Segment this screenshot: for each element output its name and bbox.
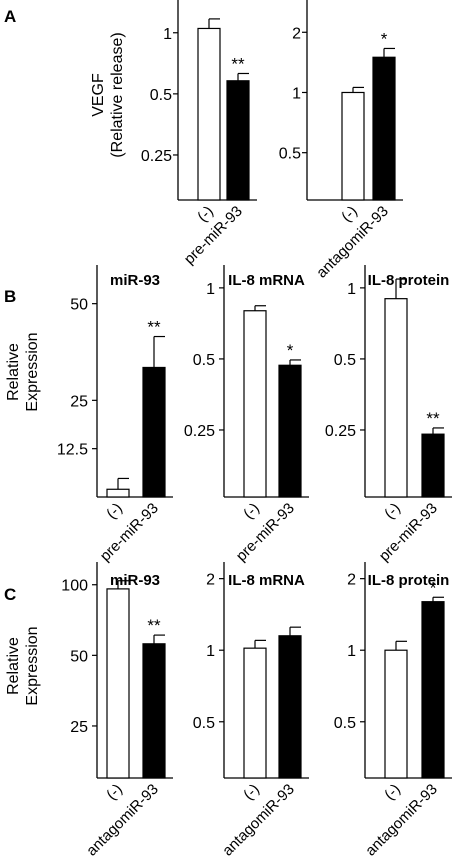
chart-b5-bar-2 — [421, 433, 445, 498]
chart-a2-x-label-1: (-) — [338, 203, 361, 226]
chart-b4-x-label-1: (-) — [240, 500, 263, 523]
chart-b5-x-label-1: (-) — [381, 500, 404, 523]
chart-a2-y-tick-label: 2 — [292, 25, 301, 42]
chart-a2-bar-1 — [341, 91, 365, 201]
chart-c6-y-tick-label: 25 — [70, 719, 88, 736]
chart-b3-y-tick-label: 25 — [70, 393, 88, 410]
chart-b4-significance-2: * — [287, 341, 294, 360]
chart-c7-bar-1 — [243, 647, 267, 779]
chart-b3-y-tick-label: 50 — [70, 297, 88, 314]
chart-c8-y-tick-label: 1 — [347, 643, 356, 660]
chart-b5-title: IL-8 protein — [368, 272, 450, 289]
panel-label-b: B — [4, 287, 16, 306]
chart-c6-y-tick-label: 50 — [70, 648, 88, 665]
chart-c8-bar-2 — [421, 601, 445, 779]
chart-c7-y-tick-label: 1 — [206, 643, 215, 660]
chart-b5-significance-2: ** — [426, 409, 440, 428]
chart-c7-y-tick-label: 2 — [206, 572, 215, 589]
chart-b3-significance-2: ** — [147, 318, 161, 337]
chart-b3-bar-1 — [106, 488, 130, 498]
chart-c6-bar-1 — [106, 588, 130, 779]
chart-c7-title: IL-8 mRNA — [228, 572, 305, 589]
chart-a2-significance-2: * — [381, 29, 388, 48]
chart-c8-x-label-1: (-) — [381, 781, 404, 804]
chart-c8-y-tick-label: 0.5 — [334, 715, 356, 732]
chart-c8-bar-1 — [384, 649, 408, 779]
chart-b5-y-tick-label: 1 — [347, 281, 356, 298]
chart-b4-y-tick-label: 1 — [206, 281, 215, 298]
chart-a2-bar-2 — [372, 56, 396, 201]
panel-label-c: C — [4, 585, 16, 604]
chart-a1-y-tick-label: 0.5 — [150, 87, 172, 104]
chart-c6-y-tick-label: 100 — [61, 578, 88, 595]
chart-c6-y-label: Relative Expression — [5, 626, 41, 705]
chart-b5-y-tick-label: 0.25 — [325, 423, 356, 440]
chart-b3-bar-2 — [142, 366, 166, 498]
chart-c8-significance-2: * — [430, 578, 437, 597]
chart-b4-y-tick-label: 0.5 — [193, 352, 215, 369]
chart-b3-y-label: Relative Expression — [5, 332, 41, 411]
panel-label-a: A — [4, 7, 16, 26]
chart-c8-y-tick-label: 2 — [347, 572, 356, 589]
chart-b3-title: miR-93 — [110, 272, 160, 289]
chart-a2-y-tick-label: 0.5 — [279, 146, 301, 163]
chart-b5-y-tick-label: 0.5 — [334, 352, 356, 369]
chart-a1-y-tick-label: 0.25 — [141, 148, 172, 165]
chart-c8-title: IL-8 protein — [368, 572, 450, 589]
chart-c6-bar-2 — [142, 643, 166, 779]
chart-c6-x-label-1: (-) — [103, 781, 126, 804]
chart-c7-x-label-1: (-) — [240, 781, 263, 804]
chart-b3-x-label-1: (-) — [103, 500, 126, 523]
chart-b5-bar-1 — [384, 298, 408, 498]
chart-c7-bar-2 — [278, 635, 302, 779]
chart-c6-significance-2: ** — [147, 616, 161, 635]
chart-a2-y-tick-label: 1 — [292, 85, 301, 102]
chart-b4-y-tick-label: 0.25 — [184, 423, 215, 440]
chart-b4-title: IL-8 mRNA — [228, 272, 305, 289]
chart-c7-y-tick-label: 0.5 — [193, 715, 215, 732]
chart-b4-bar-2 — [278, 364, 302, 498]
chart-a1-significance-2: ** — [231, 54, 245, 73]
chart-b3-y-tick-label: 12.5 — [57, 442, 88, 459]
chart-a1-bar-2 — [226, 80, 250, 201]
chart-a1-y-label: VEGF (Relative release) — [90, 32, 126, 157]
chart-a1-bar-1 — [197, 27, 221, 201]
chart-b4-bar-1 — [243, 310, 267, 498]
chart-c6-title: miR-93 — [110, 572, 160, 589]
chart-a1-y-tick-label: 1 — [163, 26, 172, 43]
